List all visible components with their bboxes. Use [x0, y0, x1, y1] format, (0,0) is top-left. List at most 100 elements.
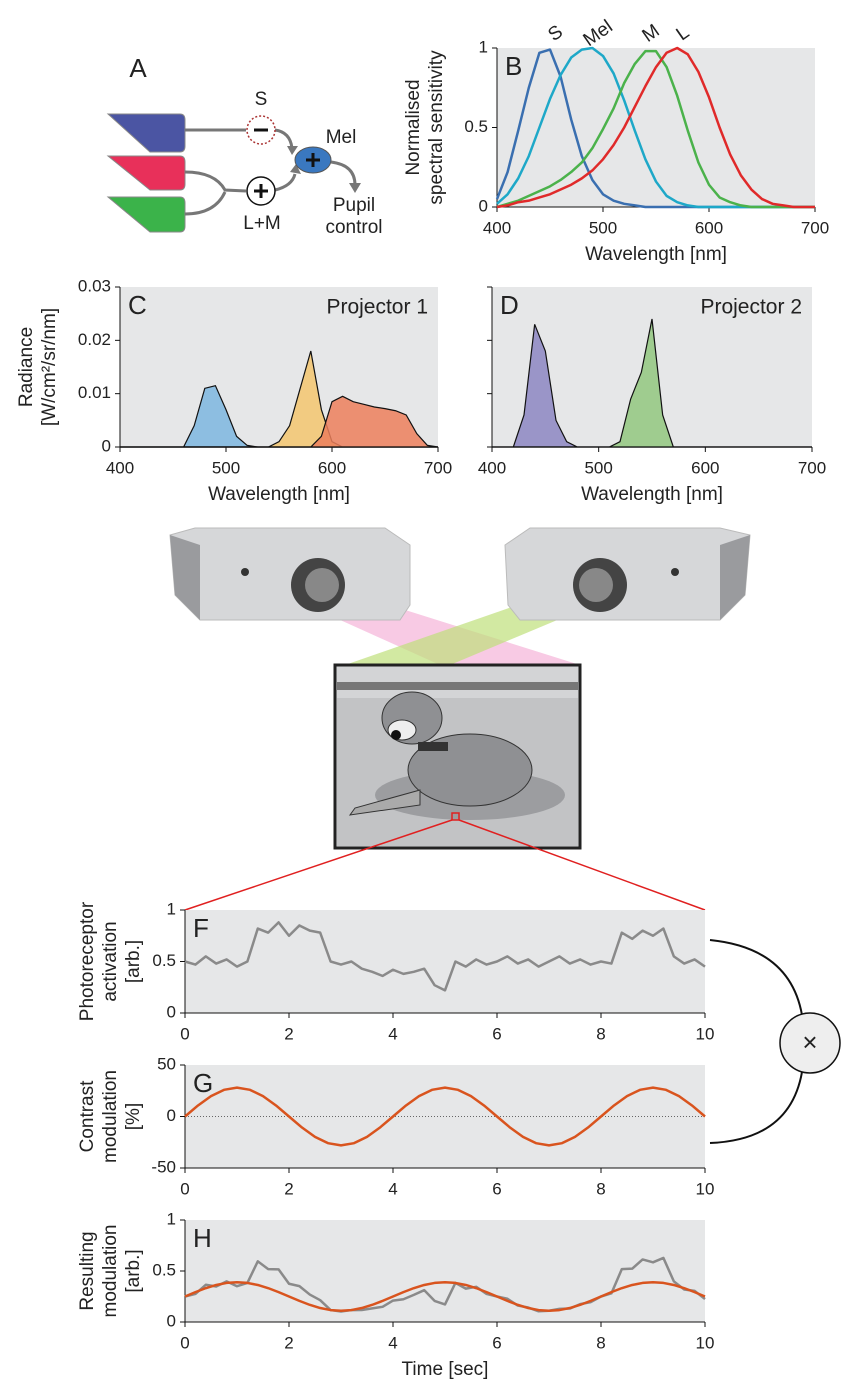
projector-1-side	[170, 535, 200, 620]
panel-label: B	[505, 51, 522, 81]
x-tick-label: 8	[596, 1333, 605, 1352]
panel-label: G	[193, 1068, 213, 1098]
y-tick-label: 0.5	[152, 951, 176, 970]
x-tick-label: 400	[483, 218, 511, 237]
x-tick-label: 400	[106, 458, 134, 477]
x-tick-label: 0	[180, 1179, 189, 1198]
x-tick-label: 4	[388, 1179, 397, 1198]
x-tick-label: 2	[284, 1024, 293, 1043]
chart-panel: 0 2 4 6 8 10 0 0.5 1F Photoreceptor activation [arb…	[77, 899, 714, 1043]
output-label: control	[325, 217, 382, 238]
lens-1-inner	[305, 568, 339, 602]
x-tick-label: 6	[492, 1179, 501, 1198]
y-tick-label: 0	[167, 1106, 176, 1125]
line	[184, 921, 706, 992]
plot-background	[185, 1220, 705, 1322]
x-tick-label: 8	[596, 1024, 605, 1043]
y-tick-label: -50	[151, 1157, 176, 1176]
chart-panel: 400 500 600 700 0 0.5 1 S Mel M L B Wavelength [nm] N…	[403, 16, 829, 265]
y-axis-label: [%]	[123, 1103, 144, 1130]
x-tick-label: 700	[801, 218, 829, 237]
dog-leg	[348, 789, 421, 816]
line	[184, 1086, 706, 1147]
area	[492, 318, 812, 448]
area	[120, 395, 439, 448]
x-tick-label: 8	[596, 1179, 605, 1198]
chart-panel: 400 500 600 700 0 0.01 0.02 0.03 C Projector 1 Wav…	[16, 276, 452, 505]
y-axis-label: Normalised	[403, 79, 424, 175]
y-tick-label: 1	[167, 899, 176, 918]
x-tick-label: 10	[696, 1024, 715, 1043]
y-axis-label: activation	[100, 921, 121, 1001]
x-tick-label: 6	[492, 1333, 501, 1352]
y-tick-label: 0	[102, 436, 111, 455]
panel-label: D	[500, 290, 519, 320]
series-label: M	[639, 20, 664, 46]
y-tick-label: 0.5	[464, 117, 488, 136]
line	[496, 49, 815, 209]
x-tick-label: 2	[284, 1333, 293, 1352]
dog-collar	[418, 742, 448, 751]
y-axis-label: [arb.]	[123, 940, 144, 983]
projector-2	[504, 527, 751, 621]
x-tick-label: 4	[388, 1024, 397, 1043]
chart-title: Projector 2	[700, 296, 802, 319]
x-axis-label: Wavelength [nm]	[585, 244, 727, 265]
combine-node	[779, 1012, 841, 1074]
cone-l	[106, 155, 186, 191]
plot-background	[185, 910, 705, 1013]
y-axis-label: modulation	[100, 1225, 121, 1318]
diagram-a: A S Mel L+M Pupil control	[106, 53, 383, 238]
output-label: Pupil	[333, 195, 375, 216]
sensor-2	[671, 568, 679, 576]
x-axis-label: Time [sec]	[402, 1359, 489, 1380]
panel-label: H	[193, 1223, 212, 1253]
zoom-lines	[184, 819, 706, 911]
panel-label: C	[128, 290, 147, 320]
series-label: S	[545, 21, 567, 45]
projector-2-side	[720, 535, 750, 620]
chart-title: Projector 1	[326, 296, 428, 319]
x-tick-label: 600	[691, 458, 719, 477]
lens-2-inner	[579, 568, 613, 602]
sample-patch	[451, 812, 460, 821]
panel-label: A	[129, 53, 147, 83]
x-tick-label: 0	[180, 1024, 189, 1043]
series-label: L	[673, 22, 694, 45]
s-label: S	[255, 89, 268, 110]
projector-1	[169, 527, 411, 621]
x-tick-label: 600	[695, 218, 723, 237]
x-tick-label: 4	[388, 1333, 397, 1352]
y-tick-label: 0	[479, 196, 488, 215]
x-tick-label: 700	[798, 458, 826, 477]
y-tick-label: 0.01	[78, 383, 111, 402]
x-tick-label: 500	[212, 458, 240, 477]
y-axis-label: [W/cm²/sr/nm]	[39, 308, 60, 426]
y-axis-label: Contrast	[77, 1080, 98, 1153]
series-label: Mel	[580, 16, 617, 51]
plus-sign	[254, 184, 268, 198]
y-tick-label: 0	[167, 1002, 176, 1021]
y-tick-label: 50	[157, 1054, 176, 1073]
x-tick-label: 0	[180, 1333, 189, 1352]
line	[496, 46, 815, 209]
projection-illustration	[169, 527, 751, 911]
y-axis-label: [arb.]	[123, 1249, 144, 1292]
x-tick-label: 500	[589, 218, 617, 237]
y-tick-label: 1	[167, 1209, 176, 1228]
lm-label: L+M	[243, 213, 281, 234]
x-tick-label: 500	[584, 458, 612, 477]
connectors	[184, 128, 357, 216]
y-axis-label: Radiance	[16, 327, 37, 407]
y-axis-label: Resulting	[77, 1231, 98, 1310]
combine-connectors	[709, 939, 803, 1144]
chart-panel: 0 2 4 6 8 10 0 0.5 1H Time [sec] Resulting modulati…	[77, 1209, 714, 1380]
x-tick-label: 2	[284, 1179, 293, 1198]
dog-body	[407, 733, 533, 807]
y-axis-label: spectral sensitivity	[426, 50, 447, 205]
arrowheads	[287, 146, 361, 193]
y-axis-label: modulation	[100, 1070, 121, 1163]
combine-symbol: ×	[802, 1027, 817, 1057]
